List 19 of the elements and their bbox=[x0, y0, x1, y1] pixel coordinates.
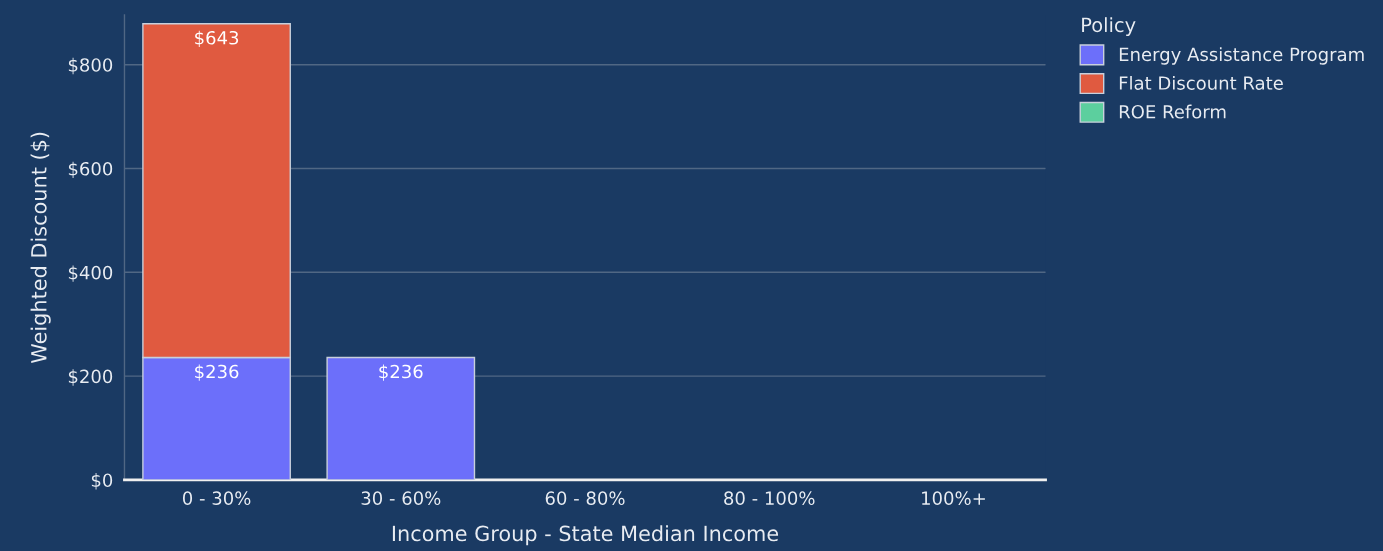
data-label: $236 bbox=[379, 364, 423, 381]
y-tick-label: $800 bbox=[68, 57, 113, 75]
y-axis-title: Weighted Discount ($) bbox=[30, 132, 51, 364]
x-tick-label: 80 - 100% bbox=[724, 491, 815, 506]
x-axis-title: Income Group - State Median Income bbox=[392, 525, 779, 546]
legend-label: Flat Discount Rate bbox=[1119, 75, 1283, 90]
legend-label: Energy Assistance Program bbox=[1119, 47, 1364, 65]
x-tick-label: 100%+ bbox=[922, 491, 985, 506]
y-tick-label: $200 bbox=[68, 369, 113, 386]
x-tick-label: 0 - 30% bbox=[182, 491, 251, 506]
x-tick-label: 30 - 60% bbox=[361, 491, 441, 506]
legend-label: ROE Reform bbox=[1119, 104, 1226, 119]
data-label: $236 bbox=[195, 364, 239, 381]
legend-title: Policy bbox=[1082, 17, 1136, 36]
data-label: $643 bbox=[195, 30, 239, 48]
x-tick-label: 60 - 80% bbox=[545, 491, 625, 506]
y-tick-label: $0 bbox=[91, 473, 113, 490]
y-tick-label: $400 bbox=[68, 265, 113, 282]
y-tick-label: $600 bbox=[68, 161, 113, 179]
